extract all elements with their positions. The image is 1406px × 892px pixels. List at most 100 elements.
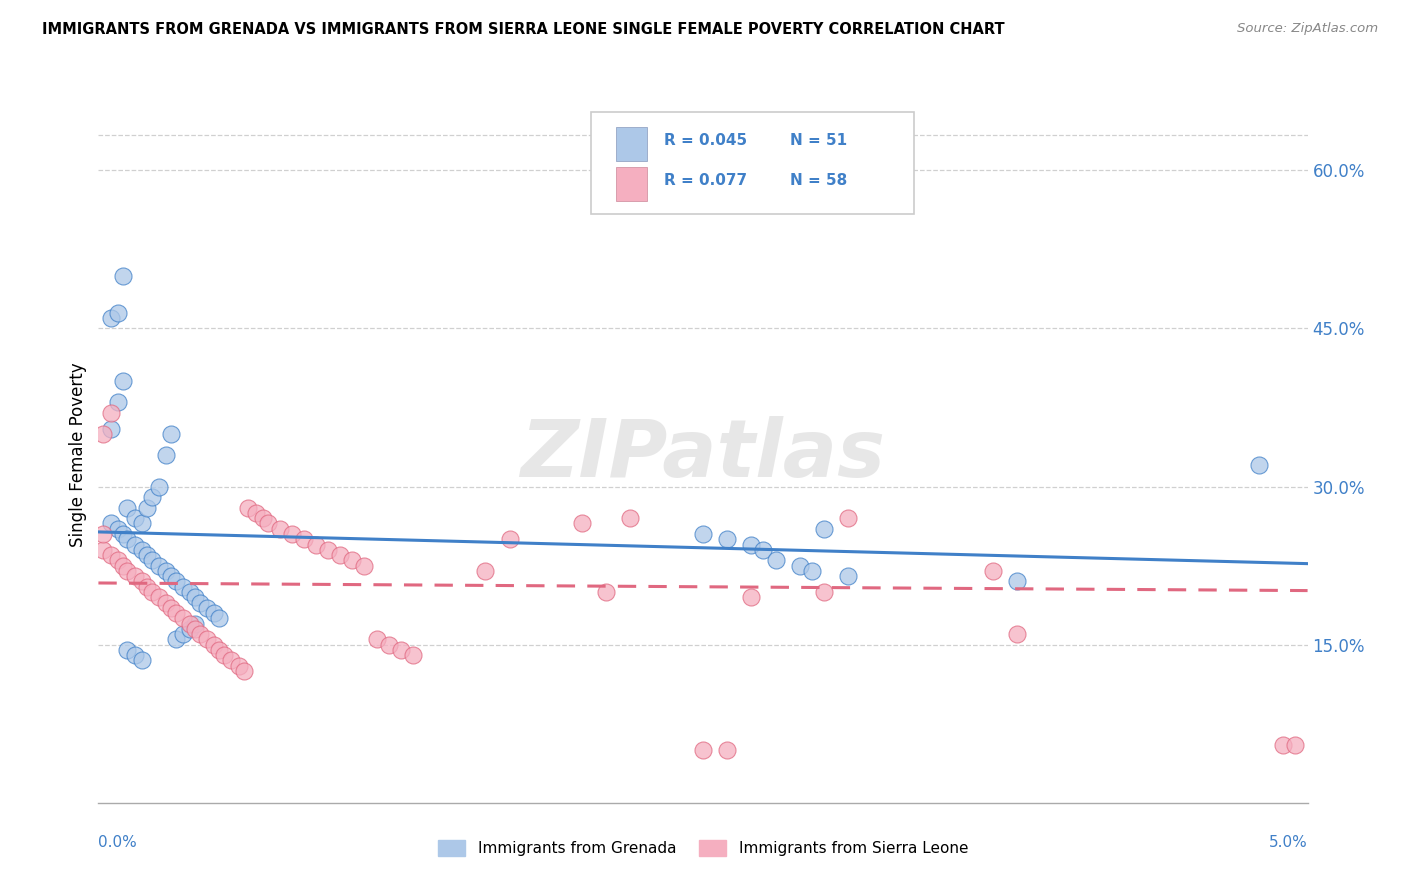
Point bbox=[692, 743, 714, 757]
Point bbox=[252, 511, 274, 525]
Point bbox=[204, 638, 226, 652]
Point bbox=[789, 558, 811, 573]
Point bbox=[837, 511, 859, 525]
Point bbox=[204, 606, 226, 620]
Point bbox=[165, 574, 187, 589]
Point bbox=[141, 490, 163, 504]
Point bbox=[377, 638, 399, 652]
Point bbox=[329, 548, 352, 562]
Text: N = 51: N = 51 bbox=[790, 133, 848, 147]
Point bbox=[353, 558, 375, 573]
Legend: Immigrants from Grenada, Immigrants from Sierra Leone: Immigrants from Grenada, Immigrants from… bbox=[432, 834, 974, 862]
Point bbox=[124, 569, 146, 583]
Point bbox=[212, 648, 235, 663]
Point bbox=[740, 537, 762, 551]
Text: 5.0%: 5.0% bbox=[1268, 836, 1308, 850]
Point bbox=[107, 305, 129, 319]
Point bbox=[1284, 738, 1306, 752]
Point bbox=[228, 658, 250, 673]
Point bbox=[117, 643, 139, 657]
Point bbox=[765, 553, 787, 567]
Point bbox=[131, 516, 153, 531]
Point bbox=[155, 448, 177, 462]
Point bbox=[117, 500, 139, 515]
Point bbox=[837, 569, 859, 583]
Point bbox=[188, 595, 211, 609]
Point bbox=[172, 627, 194, 641]
Point bbox=[160, 600, 183, 615]
Point bbox=[131, 542, 153, 557]
Point bbox=[366, 632, 388, 647]
Y-axis label: Single Female Poverty: Single Female Poverty bbox=[69, 363, 87, 547]
Point bbox=[100, 310, 122, 325]
Point bbox=[981, 564, 1004, 578]
Point bbox=[305, 537, 328, 551]
Point bbox=[184, 622, 207, 636]
Point bbox=[692, 527, 714, 541]
Point bbox=[595, 585, 617, 599]
Point bbox=[155, 595, 177, 609]
Point bbox=[172, 611, 194, 625]
Point bbox=[111, 558, 134, 573]
Point bbox=[148, 591, 170, 605]
Point bbox=[148, 558, 170, 573]
Point bbox=[474, 564, 496, 578]
Point bbox=[117, 533, 139, 547]
Point bbox=[100, 548, 122, 562]
Point bbox=[195, 632, 218, 647]
Point bbox=[131, 653, 153, 667]
Point bbox=[179, 622, 201, 636]
Point bbox=[184, 616, 207, 631]
Point bbox=[1007, 574, 1029, 589]
Point bbox=[716, 743, 738, 757]
Point bbox=[292, 533, 315, 547]
Point bbox=[716, 533, 738, 547]
Point bbox=[269, 522, 291, 536]
Point bbox=[172, 580, 194, 594]
Point bbox=[111, 527, 134, 541]
Point bbox=[232, 664, 254, 678]
Point bbox=[184, 591, 207, 605]
Point bbox=[124, 648, 146, 663]
Point bbox=[1272, 738, 1295, 752]
Point bbox=[100, 406, 122, 420]
Point bbox=[740, 591, 762, 605]
Point bbox=[131, 574, 153, 589]
Point bbox=[107, 522, 129, 536]
Point bbox=[141, 553, 163, 567]
Text: IMMIGRANTS FROM GRENADA VS IMMIGRANTS FROM SIERRA LEONE SINGLE FEMALE POVERTY CO: IMMIGRANTS FROM GRENADA VS IMMIGRANTS FR… bbox=[42, 22, 1005, 37]
Point bbox=[141, 585, 163, 599]
Point bbox=[1007, 627, 1029, 641]
Point bbox=[498, 533, 520, 547]
Point bbox=[155, 564, 177, 578]
Point bbox=[1249, 458, 1271, 473]
Point bbox=[221, 653, 243, 667]
Point bbox=[100, 516, 122, 531]
Point bbox=[117, 564, 139, 578]
Point bbox=[107, 553, 129, 567]
Point bbox=[571, 516, 593, 531]
Point bbox=[752, 542, 775, 557]
Point bbox=[148, 479, 170, 493]
Point bbox=[135, 548, 157, 562]
Text: R = 0.077: R = 0.077 bbox=[664, 173, 747, 187]
Point bbox=[402, 648, 425, 663]
Point bbox=[91, 542, 114, 557]
Point bbox=[619, 511, 641, 525]
Point bbox=[245, 506, 267, 520]
Text: ZIPatlas: ZIPatlas bbox=[520, 416, 886, 494]
Point bbox=[256, 516, 278, 531]
Point bbox=[800, 564, 823, 578]
Point bbox=[813, 585, 835, 599]
Point bbox=[135, 580, 157, 594]
Text: 0.0%: 0.0% bbox=[98, 836, 138, 850]
Point bbox=[107, 395, 129, 409]
Point bbox=[208, 643, 231, 657]
Text: R = 0.045: R = 0.045 bbox=[664, 133, 747, 147]
Point bbox=[342, 553, 364, 567]
Point bbox=[165, 606, 187, 620]
Point bbox=[813, 522, 835, 536]
Point bbox=[389, 643, 412, 657]
Point bbox=[91, 426, 114, 441]
Text: N = 58: N = 58 bbox=[790, 173, 848, 187]
